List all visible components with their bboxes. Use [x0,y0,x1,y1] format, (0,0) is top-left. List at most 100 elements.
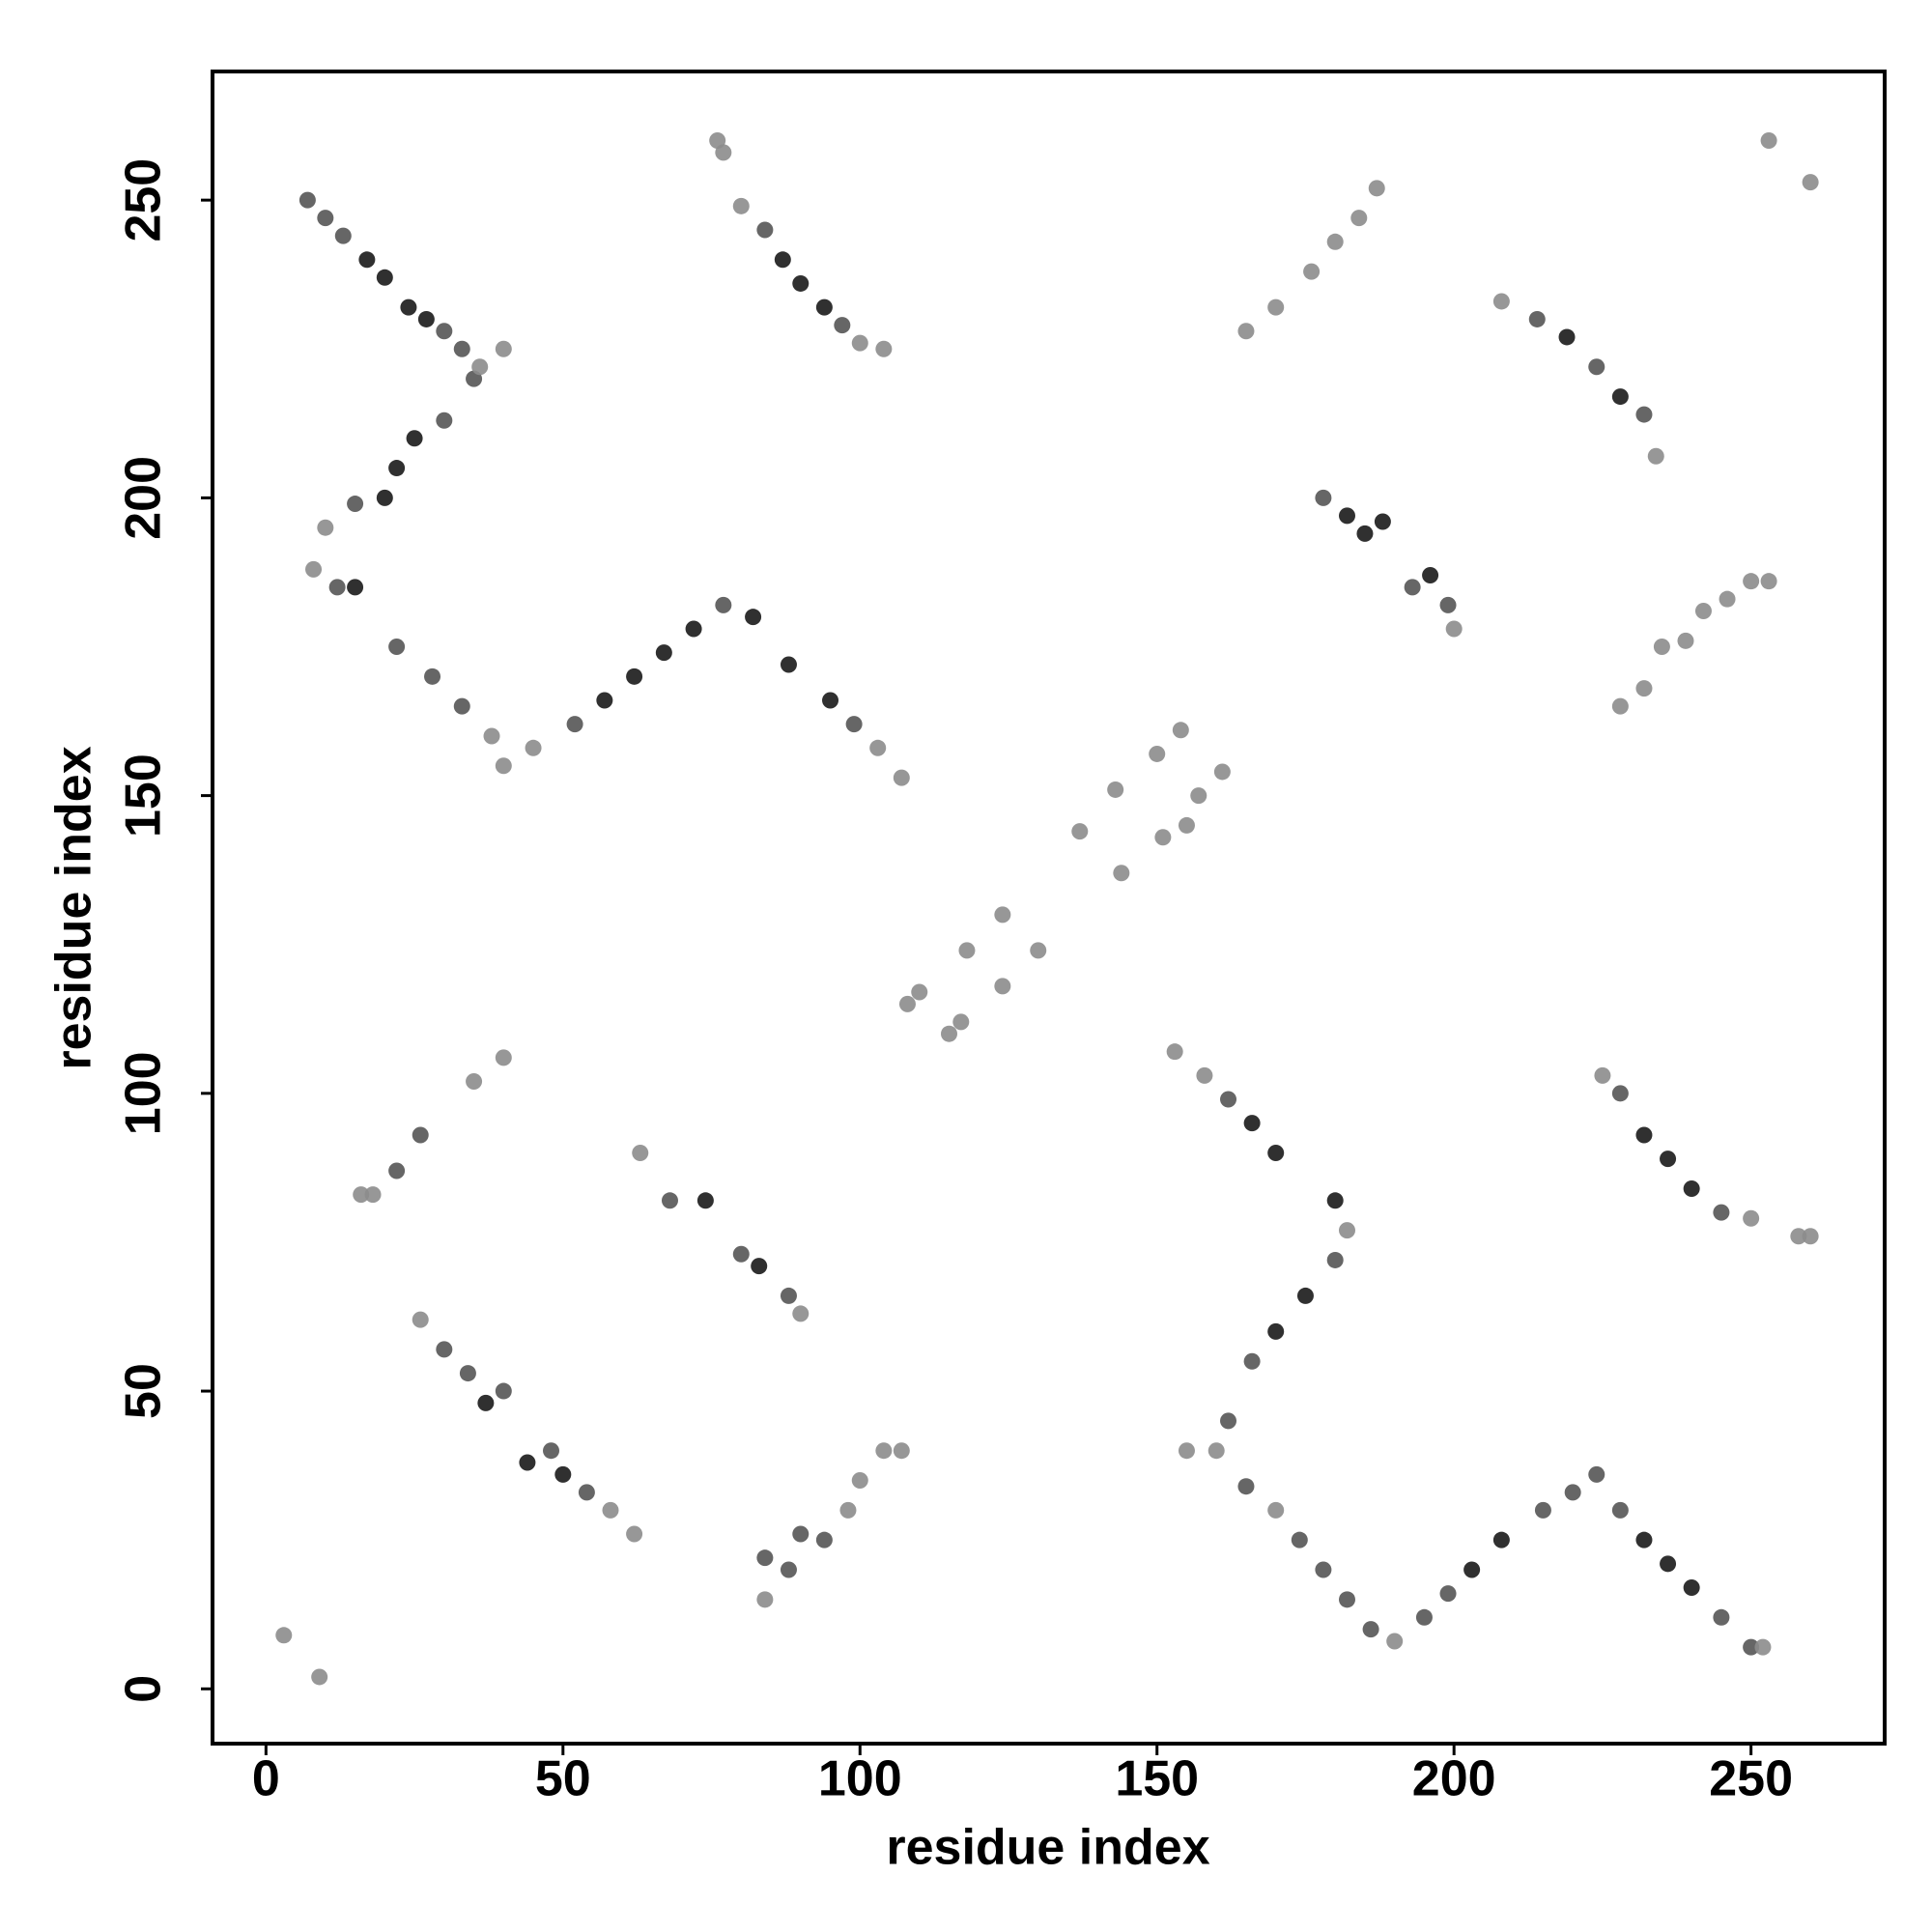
point [893,1442,910,1460]
x-tick-label: 50 [535,1751,591,1807]
point [358,251,376,269]
point [709,132,726,150]
x-axis-title: residue index [886,1820,1209,1876]
point [519,1454,536,1471]
point [732,1245,750,1263]
point [453,340,470,357]
point [1149,745,1166,762]
point [994,906,1011,923]
point [1154,829,1172,846]
point [1326,233,1344,250]
point [477,1394,495,1411]
point [1315,489,1332,506]
point [347,579,364,596]
point [898,995,916,1012]
point [1588,358,1605,376]
point [483,727,500,745]
point [1713,1204,1730,1221]
point [756,1591,774,1608]
point [1362,1621,1379,1638]
point [1713,1608,1730,1626]
point [1683,1179,1700,1197]
point [780,1561,797,1578]
point [1267,1322,1285,1340]
y-axis-title: residue index [46,746,102,1069]
point [275,1627,293,1644]
point [1338,1222,1355,1239]
point [875,1442,893,1460]
point [1422,567,1439,584]
point [815,298,833,316]
point [893,769,910,786]
point [1356,525,1374,542]
point [1267,1144,1285,1161]
y-tick-label: 250 [116,158,172,242]
point [1178,816,1195,834]
point [875,340,893,357]
point [696,1192,714,1209]
point [1315,1561,1332,1578]
point [1291,1531,1308,1548]
point [412,1126,429,1144]
point [1647,447,1664,465]
point [756,1549,774,1567]
point [525,739,542,756]
point [495,757,512,775]
point [661,1192,678,1209]
point [941,1025,958,1042]
point [1071,823,1089,840]
point [1635,680,1653,697]
point [952,1013,970,1031]
point [495,1382,512,1400]
point [578,1484,595,1501]
point [1653,638,1670,655]
point [1719,590,1736,608]
point [417,310,435,327]
point [1303,263,1321,280]
point [732,197,750,214]
point [1404,579,1421,596]
point [453,697,470,715]
point [1368,180,1385,197]
point [1594,1066,1611,1084]
point [834,317,851,334]
point [376,489,393,506]
point [364,1186,382,1204]
x-tick-label: 200 [1412,1751,1496,1807]
point [1326,1192,1344,1209]
point [305,560,323,578]
point [436,323,453,340]
point [317,210,334,227]
point [388,638,406,655]
point [780,1287,797,1304]
point [1611,388,1629,406]
point [436,1341,453,1358]
point [1558,328,1576,346]
y-tick-label: 100 [116,1051,172,1135]
point [994,978,1011,995]
point [543,1442,560,1460]
point [596,692,613,709]
point [845,716,863,733]
point [792,1525,810,1543]
x-tick-label: 250 [1709,1751,1793,1807]
point [1439,1585,1457,1603]
point [1635,406,1653,423]
point [1802,1228,1819,1245]
x-tick-label: 150 [1115,1751,1199,1807]
point [1296,1287,1314,1304]
point [1415,1608,1433,1626]
point [911,983,928,1001]
x-tick-label: 100 [818,1751,902,1807]
point [1534,1501,1551,1519]
point [780,656,797,673]
point [745,609,762,626]
x-tick-label: 0 [252,1751,280,1807]
point [400,298,417,316]
point [1492,293,1510,310]
point [1196,1066,1213,1084]
point [1564,1484,1581,1501]
point [1660,1555,1677,1573]
point [1760,573,1777,590]
